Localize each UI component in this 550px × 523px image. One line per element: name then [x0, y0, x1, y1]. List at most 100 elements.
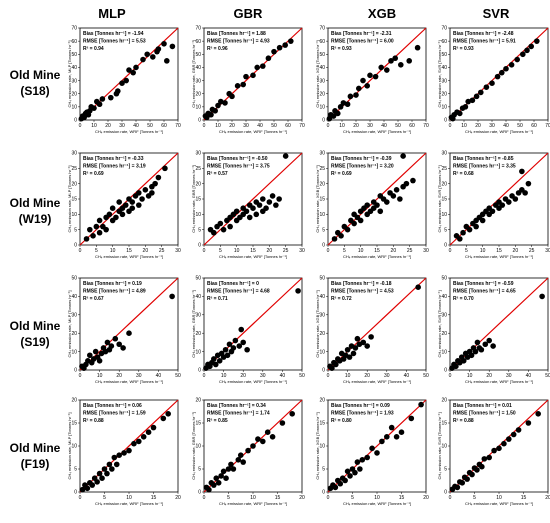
- y-tick-label: 50: [195, 276, 201, 282]
- data-point: [169, 293, 175, 300]
- data-point: [534, 38, 540, 44]
- x-tick-label: 0: [79, 373, 82, 379]
- y-tick-label: 60: [441, 39, 447, 45]
- data-point: [473, 93, 480, 100]
- data-point: [255, 436, 261, 442]
- x-tick-label: 30: [506, 373, 512, 379]
- data-point: [359, 457, 366, 463]
- y-tick-label: 10: [71, 212, 77, 218]
- row-header-s19-line2: (S19): [20, 335, 49, 349]
- data-point: [295, 288, 301, 294]
- data-point: [393, 187, 400, 193]
- data-point: [140, 434, 147, 440]
- data-point: [522, 190, 528, 196]
- scatter-panel-xgb-w19: 0 5 10 15 20 25 30 0 5 10 15 20 25 30 CH₄ emission rat…: [315, 151, 429, 259]
- y-axis-label: CH₄ emission rate, GBR [Tonnes hr⁻¹]: [191, 40, 196, 108]
- data-point: [344, 468, 351, 475]
- data-point: [514, 56, 520, 63]
- one-to-one-line: [203, 152, 303, 246]
- data-point: [344, 226, 351, 233]
- y-tick-label: 30: [319, 151, 325, 157]
- y-tick-label: 0: [74, 368, 77, 374]
- x-tick-label: 10: [250, 495, 256, 501]
- x-tick-label: 20: [545, 495, 550, 501]
- data-point: [364, 202, 371, 208]
- y-axis-label: CH₄ emission rate, XGB [Tonnes hr⁻¹]: [315, 165, 320, 232]
- column-header-xgb: XGB: [368, 6, 396, 21]
- y-tick-label: 10: [319, 105, 325, 111]
- y-tick-label: 0: [444, 368, 447, 374]
- data-point: [276, 44, 283, 51]
- x-tick-label: 5: [351, 495, 354, 501]
- scatter-panel-svr-f19: 0 5 10 15 20 0 5 10 15 20 CH₄ emission rate, WRF […: [437, 398, 550, 506]
- y-tick-label: 60: [71, 39, 77, 45]
- data-point: [335, 110, 341, 117]
- data-point: [368, 334, 374, 340]
- y-tick-label: 20: [71, 331, 77, 337]
- data-point: [230, 466, 237, 472]
- data-point: [360, 339, 367, 346]
- x-tick-label: 50: [147, 123, 153, 129]
- data-point: [235, 457, 242, 463]
- data-point: [109, 466, 115, 472]
- y-tick-label: 20: [195, 331, 201, 337]
- stat-annotation-rmse: RMSE [Tonnes hr⁻¹] = 4.89: [83, 289, 146, 295]
- y-axis-label: CH₄ emission rate, SVR [Tonnes hr⁻¹]: [437, 165, 442, 232]
- x-tick-label: 0: [327, 248, 330, 254]
- x-tick-label: 0: [203, 373, 206, 379]
- stat-annotation-r2: R² = 0.88: [83, 418, 104, 424]
- data-point: [120, 345, 126, 351]
- row-header-w19-line1: Old Mine: [10, 196, 61, 210]
- y-axis-label: CH₄ emission rate, SVR [Tonnes hr⁻¹]: [437, 412, 442, 479]
- y-tick-label: 10: [441, 105, 447, 111]
- x-tick-label: 10: [126, 495, 132, 501]
- x-tick-label: 60: [409, 123, 415, 129]
- stat-annotation-r2: R² = 0.71: [207, 296, 228, 302]
- data-point: [512, 196, 519, 202]
- data-point: [501, 440, 507, 447]
- x-axis-label: CH₄ emission rate, WRF [Tonnes hr⁻¹]: [343, 129, 411, 134]
- y-tick-label: 30: [441, 151, 447, 157]
- stat-annotation-rmse: RMSE [Tonnes hr⁻¹] = 3.35: [453, 164, 516, 170]
- data-point: [364, 83, 371, 89]
- data-point: [474, 467, 480, 473]
- data-point: [142, 187, 149, 193]
- x-tick-label: 10: [234, 248, 240, 254]
- x-tick-label: 5: [103, 495, 106, 501]
- data-point: [499, 69, 505, 76]
- y-tick-label: 50: [319, 276, 325, 282]
- x-tick-label: 10: [339, 123, 345, 129]
- data-point: [126, 330, 132, 337]
- data-point: [347, 473, 353, 479]
- x-tick-label: 10: [221, 373, 227, 379]
- data-point: [535, 411, 541, 417]
- data-point: [408, 415, 415, 422]
- data-point: [229, 93, 235, 100]
- x-tick-label: 70: [423, 123, 429, 129]
- y-tick-label: 30: [319, 313, 325, 319]
- y-tick-label: 50: [441, 52, 447, 58]
- x-tick-label: 10: [91, 123, 97, 129]
- data-point: [337, 104, 344, 110]
- data-point: [236, 343, 243, 349]
- x-tick-label: 60: [531, 123, 537, 129]
- y-tick-label: 15: [195, 197, 201, 203]
- x-tick-label: 15: [151, 495, 157, 501]
- data-point: [246, 214, 253, 221]
- data-point: [282, 153, 289, 159]
- stat-annotation-r2: R² = 0.80: [331, 418, 352, 424]
- x-tick-label: 0: [203, 123, 206, 129]
- y-tick-label: 20: [71, 91, 77, 97]
- y-tick-label: 0: [74, 490, 77, 496]
- y-tick-label: 15: [319, 421, 325, 427]
- data-point: [403, 180, 410, 187]
- x-tick-label: 10: [496, 495, 502, 501]
- y-tick-label: 25: [441, 166, 447, 172]
- x-tick-label: 10: [467, 373, 473, 379]
- data-point: [230, 345, 237, 351]
- y-tick-label: 30: [441, 78, 447, 84]
- x-tick-label: 40: [404, 373, 410, 379]
- data-point: [489, 80, 495, 86]
- row-header-w19-line2: (W19): [19, 212, 52, 226]
